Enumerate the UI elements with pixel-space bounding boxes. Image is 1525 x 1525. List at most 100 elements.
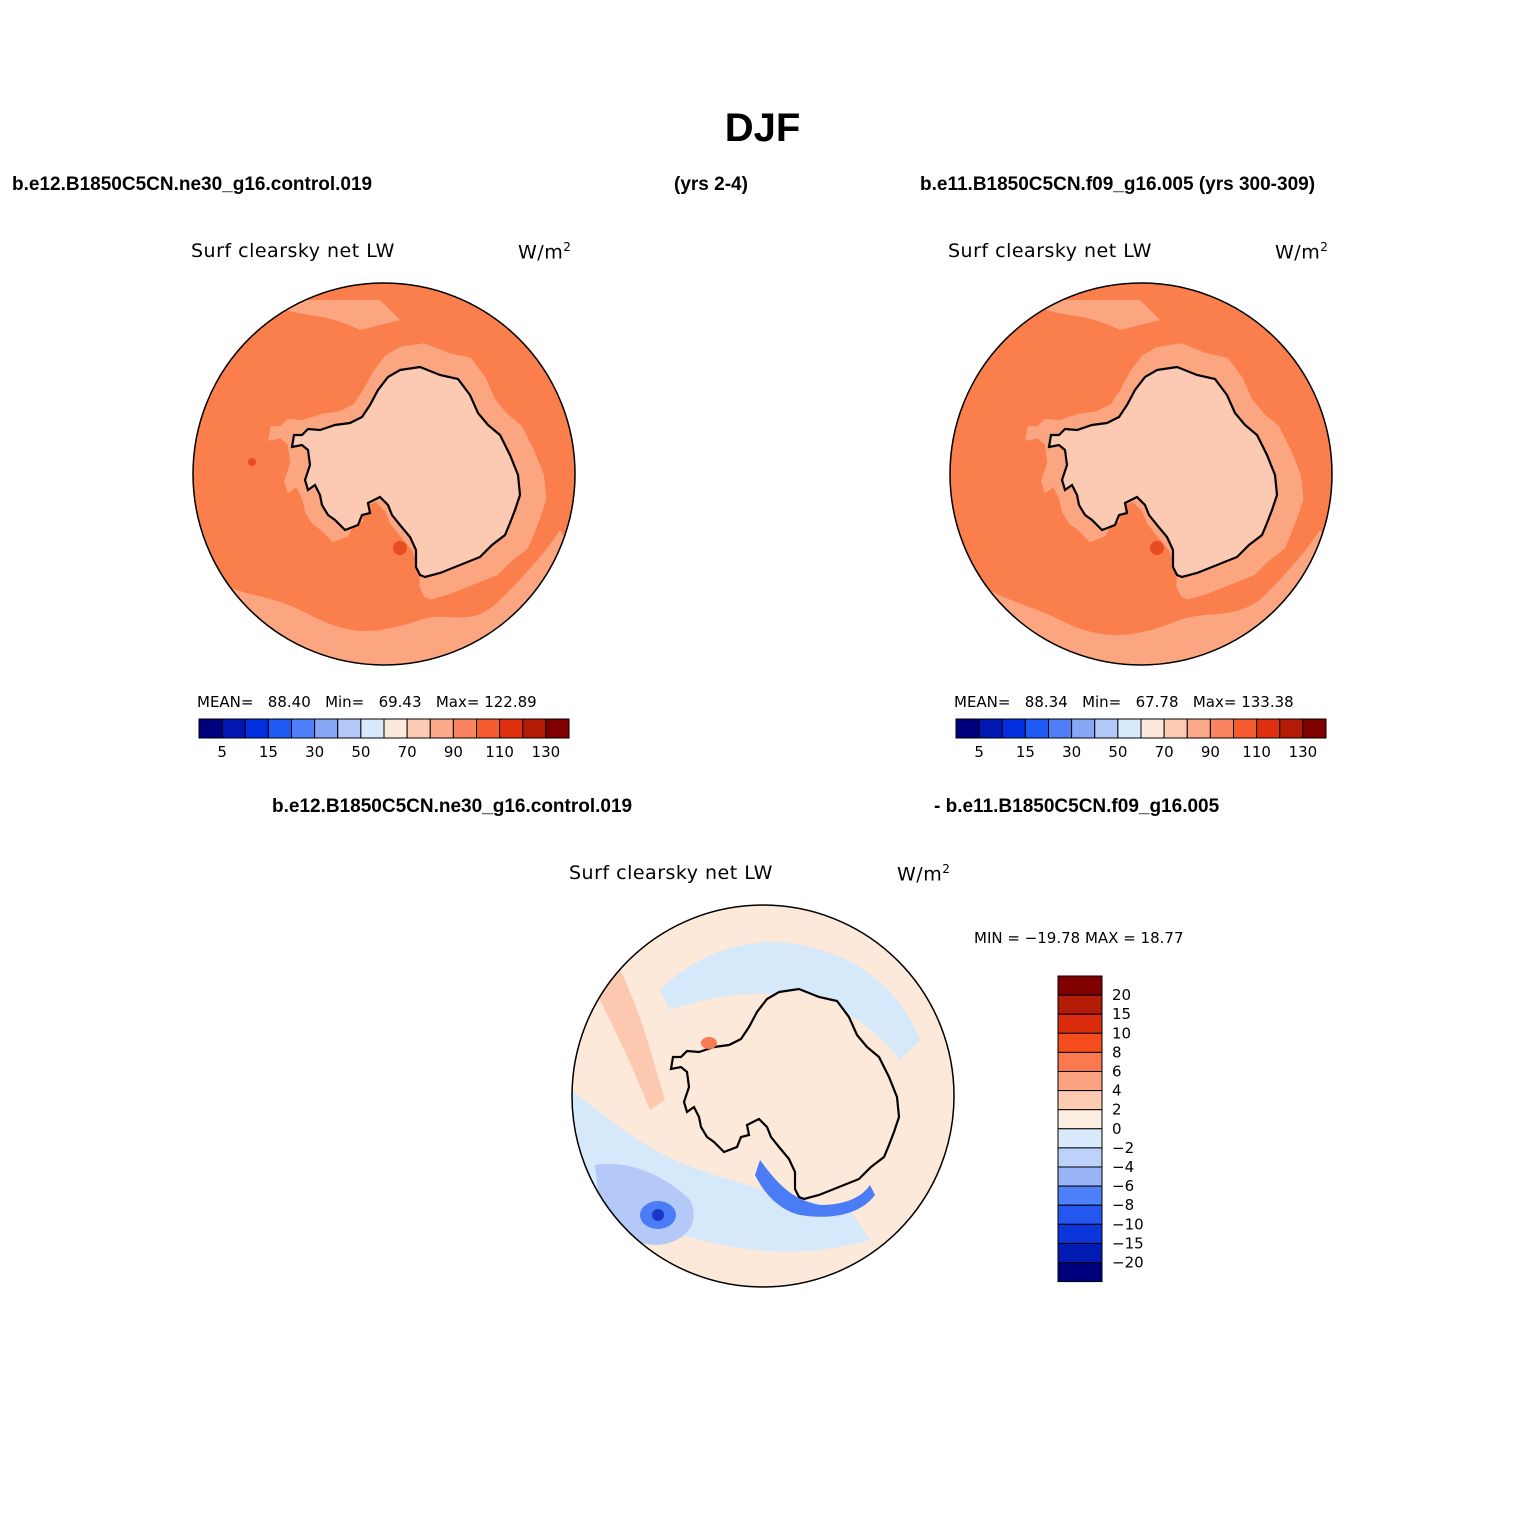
panel2-colorbar-tick-label: 50 xyxy=(1108,743,1127,761)
panel2-colorbar-tick-label: 15 xyxy=(1016,743,1035,761)
panel2-colorbar-box xyxy=(1048,718,1073,739)
panel1-hot-spot-small xyxy=(248,458,256,466)
diff-colorbar-box xyxy=(1057,1128,1103,1149)
panel2-colorbar-box xyxy=(1117,718,1142,739)
panel2-colorbar-box xyxy=(1024,718,1049,739)
diff-colorbar-tick-label: −20 xyxy=(1112,1254,1144,1272)
panel2-colorbar-tick-label: 90 xyxy=(1201,743,1220,761)
diff-colorbar-box xyxy=(1057,1204,1103,1225)
panel1-colorbar-box xyxy=(429,718,454,739)
diff-colorbar-tick-label: 6 xyxy=(1112,1063,1122,1081)
diff-positive-spot xyxy=(701,1037,717,1049)
diff-colorbar-tick-label: 2 xyxy=(1112,1101,1122,1119)
panel2-map xyxy=(949,282,1333,666)
diff-colorbar-box xyxy=(1057,1166,1103,1187)
diff-colorbar-tick-label: 4 xyxy=(1112,1082,1122,1100)
diff-colorbar-tick-label: −4 xyxy=(1112,1158,1134,1176)
diff-colorbar-tick-label: 8 xyxy=(1112,1043,1122,1061)
panel1-colorbar-box xyxy=(499,718,524,739)
panel1-colorbar: 5 15 30 50 70 90 110 130 xyxy=(198,718,570,761)
panel1-colorbar-tick-label: 30 xyxy=(305,743,324,761)
diff-minmax: MIN = −19.78 MAX = 18.77 xyxy=(974,929,1184,947)
diff-colorbar-tick-label: −6 xyxy=(1112,1177,1134,1195)
panel2-colorbar-box xyxy=(1001,718,1026,739)
diff-colorbar-tick-label: 10 xyxy=(1112,1024,1131,1042)
panel2-colorbar-box xyxy=(1071,718,1096,739)
panel1-colorbar-box xyxy=(476,718,501,739)
page-title: DJF xyxy=(724,106,801,150)
diff-negative-coast-east xyxy=(755,1160,875,1217)
diff-colorbar-box xyxy=(1057,1051,1103,1073)
panel1-mid-band-top xyxy=(260,300,400,330)
diff-map xyxy=(571,904,955,1288)
diff-colorbar-box xyxy=(1057,1223,1103,1244)
diff-colorbar-tick-label: −10 xyxy=(1112,1215,1144,1233)
panel2-variable-title: Surf clearsky net LW xyxy=(948,240,1152,262)
panel1-hot-spot xyxy=(393,541,407,555)
case1-label: b.e12.B1850C5CN.ne30_g16.control.019 xyxy=(12,174,373,195)
panel1-colorbar-box xyxy=(360,718,385,739)
panel2-mid-band-top xyxy=(1020,300,1160,330)
panel2-colorbar-tick-label: 70 xyxy=(1155,743,1174,761)
panel2-colorbar-box xyxy=(955,718,980,739)
panel2-colorbar-box xyxy=(1256,718,1281,739)
diff-positive-west xyxy=(590,970,665,1110)
case2-label: b.e11.B1850C5CN.f09_g16.005 (yrs 300-309… xyxy=(920,174,1316,195)
panel2-colorbar-tick-label: 130 xyxy=(1289,743,1318,761)
diff-colorbar-box xyxy=(1057,1262,1103,1283)
panel2-colorbar-box xyxy=(1186,718,1211,739)
panel1-colorbar-box xyxy=(383,718,408,739)
panel1-units: W/m2 xyxy=(518,240,572,264)
diff-colorbar-box xyxy=(1057,1147,1103,1168)
panel1-colorbar-tick-label: 15 xyxy=(259,743,278,761)
panel1-colorbar-box xyxy=(452,718,477,739)
panel2-colorbar: 5 15 30 50 70 90 110 130 xyxy=(955,718,1327,761)
diff-colorbar-box xyxy=(1057,1185,1103,1206)
diff-colorbar-tick-label: 0 xyxy=(1112,1120,1122,1138)
diff-colorbar-tick-label: −15 xyxy=(1112,1234,1144,1252)
panel1-colorbar-box xyxy=(267,718,292,739)
case1-years-label: (yrs 2-4) xyxy=(674,174,748,195)
panel1-colorbar-tick-label: 5 xyxy=(217,743,227,761)
panel2-colorbar-box xyxy=(1302,718,1327,739)
panel2-colorbar-box xyxy=(1209,718,1234,739)
panel1-colorbar-box xyxy=(545,718,570,739)
diff-colorbar-tick-label: −8 xyxy=(1112,1196,1134,1214)
panel1-stats: MEAN= 88.40 Min= 69.43 Max= 122.89 xyxy=(197,693,537,711)
panel2-map-border xyxy=(949,282,1333,666)
panel1-colorbar-box xyxy=(314,718,339,739)
panel1-colorbar-box xyxy=(406,718,431,739)
panel2-colorbar-tick-label: 30 xyxy=(1062,743,1081,761)
diff-colorbar-box xyxy=(1057,994,1103,1015)
diff-colorbar-tick-label: 15 xyxy=(1112,1005,1131,1023)
panel1-colorbar-box xyxy=(198,718,223,739)
diff-negative-sw-core xyxy=(652,1209,664,1221)
diff-colorbar-box xyxy=(1057,975,1103,996)
panel2-colorbar-tick-label: 5 xyxy=(974,743,984,761)
diff-case-right-label: - b.e11.B1850C5CN.f09_g16.005 xyxy=(934,796,1220,817)
panel1-colorbar-tick-label: 70 xyxy=(398,743,417,761)
panel1-colorbar-box xyxy=(221,718,246,739)
diff-case-left-label: b.e12.B1850C5CN.ne30_g16.control.019 xyxy=(272,796,633,817)
panel2-stats: MEAN= 88.34 Min= 67.78 Max= 133.38 xyxy=(954,693,1294,711)
panel2-colorbar-box xyxy=(1094,718,1119,739)
panel1-colorbar-box xyxy=(522,718,547,739)
diff-colorbar-box xyxy=(1057,1013,1103,1034)
diff-colorbar-tick-label: 20 xyxy=(1112,986,1131,1004)
panel2-colorbar-box xyxy=(1233,718,1258,739)
panel2-colorbar-box xyxy=(1279,718,1304,739)
panel1-variable-title: Surf clearsky net LW xyxy=(191,240,395,262)
panel2-hot-spot xyxy=(1150,541,1164,555)
panel1-colorbar-box xyxy=(337,718,362,739)
diff-colorbar-box xyxy=(1057,1242,1103,1264)
diff-colorbar-box xyxy=(1057,1109,1103,1130)
diff-variable-title: Surf clearsky net LW xyxy=(569,862,773,884)
panel2-units: W/m2 xyxy=(1275,240,1329,264)
diff-units: W/m2 xyxy=(897,862,951,886)
panel2-colorbar-box xyxy=(978,718,1003,739)
panel1-colorbar-box xyxy=(291,718,316,739)
panel1-map xyxy=(192,282,576,666)
diff-colorbar-box xyxy=(1057,1032,1103,1053)
